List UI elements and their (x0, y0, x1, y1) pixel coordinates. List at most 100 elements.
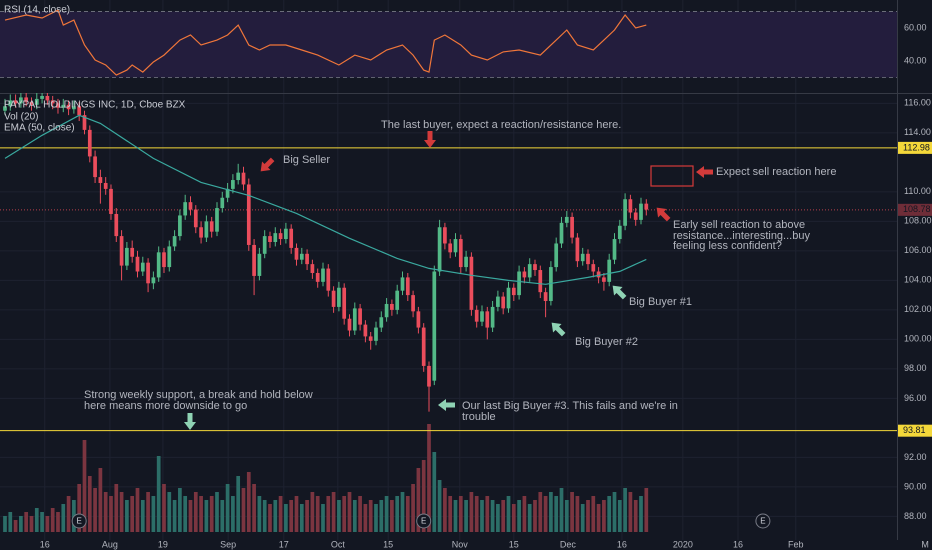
volume-bar (559, 488, 564, 532)
arrows-red (260, 131, 713, 222)
volume-bar (639, 496, 643, 532)
volume-bar (490, 500, 495, 532)
annotation: Big Seller (283, 154, 330, 166)
candle-body (379, 317, 384, 328)
volume-bar (220, 500, 225, 532)
x-tick-label: Aug (102, 539, 118, 549)
level-label: 93.81 (903, 425, 926, 435)
candle-body (480, 311, 484, 322)
candle-body (580, 253, 585, 262)
y-tick-label: 106.00 (904, 245, 932, 255)
candle-body (178, 215, 182, 237)
candle-body (543, 292, 548, 302)
volume-bar (40, 512, 44, 532)
volume-bar (93, 488, 97, 532)
candle-body (628, 199, 633, 213)
candle-body (427, 365, 431, 387)
volume-bar (45, 516, 50, 532)
y-tick-label: 100.00 (904, 334, 932, 344)
y-tick-label: 102.00 (904, 304, 932, 314)
volume-bar (617, 500, 622, 532)
candle-body (204, 221, 209, 238)
candle-body (405, 277, 410, 296)
volume-bar (390, 500, 394, 532)
volume-bar (570, 492, 574, 532)
candle-body (517, 271, 521, 296)
volume-bar (352, 500, 357, 532)
candle-body (639, 203, 643, 220)
event-marker (71, 513, 87, 529)
candle-body (29, 101, 34, 105)
candle-body (591, 264, 596, 272)
candle-body (34, 98, 39, 105)
x-tick-label: 15 (509, 539, 519, 549)
annotation: resistance...interesting...buy (673, 230, 810, 242)
volume-bar (395, 496, 400, 532)
volume-bar (496, 504, 500, 532)
volume-bar (8, 512, 13, 532)
volume-bar (480, 500, 484, 532)
price-panel (0, 93, 897, 432)
candle-body (278, 233, 283, 240)
x-tick-label: 17 (279, 539, 289, 549)
annotation: here means more downside to go (84, 400, 247, 412)
volume-bar (501, 500, 506, 532)
candle-body (315, 272, 320, 282)
candle-body (93, 156, 97, 178)
candle-body (644, 203, 649, 210)
y-tick-label: 110.00 (904, 186, 931, 196)
volume-bar (204, 500, 209, 532)
candle-body (156, 252, 161, 278)
volume-bar (400, 492, 405, 532)
volume-bar (140, 500, 145, 532)
volume-bar (469, 492, 474, 532)
event-marker (755, 513, 771, 529)
volume-bar (368, 500, 373, 532)
candle-body (607, 259, 612, 282)
x-tick-label: Nov (452, 539, 469, 549)
candle-body (469, 256, 474, 310)
x-tick-label: 16 (617, 539, 627, 549)
volume-bar (337, 500, 341, 532)
rsi-line (4, 9, 647, 76)
volume-bar (13, 520, 18, 532)
candle-body (559, 222, 564, 244)
volume-bar (474, 496, 479, 532)
volume-bar (421, 460, 426, 532)
volume-bar (379, 500, 384, 532)
y-tick-label: 104.00 (904, 275, 932, 285)
event-label: E (760, 517, 765, 526)
candle-body (623, 199, 627, 226)
volume-bar (326, 496, 331, 532)
candle-body (236, 172, 241, 181)
x-tick-label: 2020 (673, 539, 693, 549)
volume-bar (135, 488, 140, 532)
volume-bar (284, 504, 288, 532)
candle-body (511, 287, 516, 296)
volume-title: Vol (20) (4, 112, 38, 123)
candle-body (458, 239, 463, 268)
annotation: Expect sell reaction here (716, 166, 836, 178)
candle-body (231, 180, 235, 189)
arrow (424, 131, 436, 148)
candle-body (421, 327, 426, 366)
volume-bar (167, 492, 172, 532)
volume-bar (193, 492, 198, 532)
candle-body (617, 225, 622, 240)
candle-body (284, 228, 288, 240)
candle-body (294, 247, 299, 260)
candle-body (220, 197, 225, 209)
level-tag (898, 424, 932, 437)
volume-bar (82, 440, 87, 532)
candle-body (352, 308, 357, 331)
candle-body (384, 303, 389, 318)
volume-bar (66, 496, 71, 532)
volume-bar (506, 496, 511, 532)
candle-body (363, 324, 368, 337)
volume-bar (315, 496, 320, 532)
candle-body (119, 236, 124, 266)
volume-bar (310, 492, 315, 532)
volume-bar (596, 504, 601, 532)
candle-body (125, 247, 129, 266)
